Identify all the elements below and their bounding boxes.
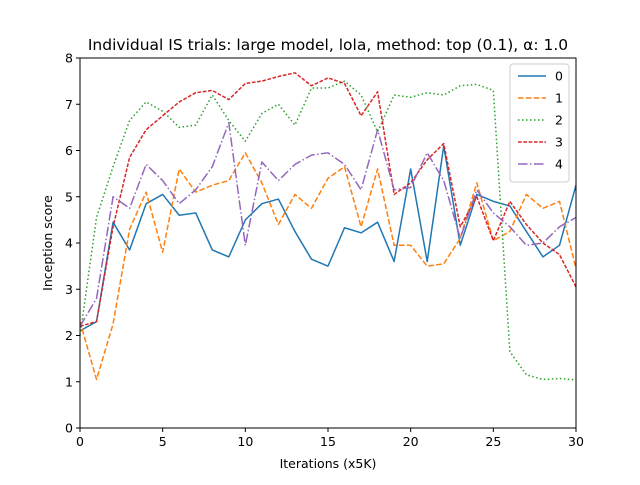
legend-label-2: 2 — [555, 113, 563, 128]
legend-label-4: 4 — [555, 157, 563, 172]
y-tick-label: 8 — [65, 51, 73, 66]
y-tick-label: 7 — [65, 97, 73, 112]
x-tick-label: 20 — [403, 434, 419, 449]
x-axis-label: Iterations (x5K) — [280, 456, 377, 471]
chart-title: Individual IS trials: large model, lola,… — [88, 36, 568, 54]
x-tick-label: 25 — [485, 434, 501, 449]
series-layer — [80, 72, 576, 381]
legend: 0 1 2 3 4 — [509, 63, 570, 183]
y-tick-label: 0 — [65, 421, 73, 436]
x-tick-label: 30 — [568, 434, 584, 449]
series-line-3 — [80, 72, 576, 327]
y-tick-label: 1 — [65, 374, 73, 389]
y-tick-label: 6 — [65, 143, 73, 158]
y-tick-label: 5 — [65, 189, 73, 204]
legend-label-0: 0 — [555, 69, 563, 84]
series-line-2 — [80, 80, 576, 381]
y-axis-label: Inception score — [40, 195, 55, 291]
series-line-4 — [80, 122, 576, 327]
legend-label-1: 1 — [555, 91, 563, 106]
series-line-1 — [80, 152, 576, 381]
y-axis: 0 1 2 3 4 5 6 7 8 — [65, 51, 80, 436]
y-tick-label: 3 — [65, 282, 73, 297]
legend-box — [509, 63, 570, 183]
x-tick-label: 10 — [237, 434, 253, 449]
x-tick-label: 5 — [159, 434, 167, 449]
series-line-0 — [80, 145, 576, 332]
x-tick-label: 0 — [76, 434, 84, 449]
y-tick-label: 2 — [65, 328, 73, 343]
legend-label-3: 3 — [555, 135, 563, 150]
y-tick-label: 4 — [65, 236, 73, 251]
x-tick-label: 15 — [320, 434, 336, 449]
x-axis: 0 5 10 15 20 25 30 — [76, 428, 584, 449]
